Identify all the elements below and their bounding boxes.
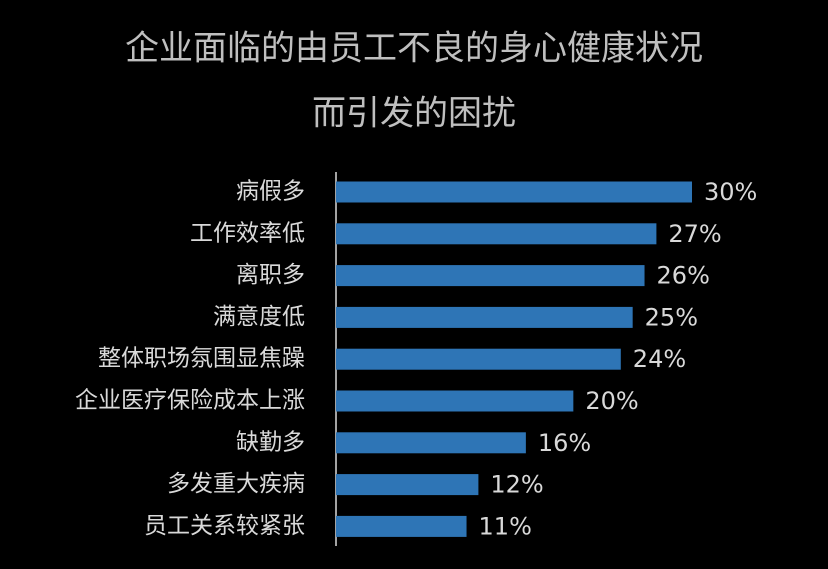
category-label: 多发重大疾病 (167, 471, 305, 497)
category-label: 整体职场氛围显焦躁 (98, 346, 305, 372)
bar (336, 223, 657, 245)
value-label: 26% (657, 262, 710, 290)
category-label: 离职多 (236, 262, 305, 288)
bar (336, 474, 479, 496)
bar (336, 515, 467, 537)
value-label: 25% (645, 303, 698, 331)
bar (336, 306, 633, 328)
category-label: 满意度低 (213, 304, 305, 330)
chart-title: 而引发的困扰 (312, 94, 516, 134)
category-label: 企业医疗保险成本上涨 (75, 388, 305, 414)
bar (336, 348, 621, 370)
bar (336, 181, 692, 203)
chart-title: 企业面临的由员工不良的身心健康状况 (125, 29, 703, 69)
value-label: 27% (668, 220, 721, 248)
bar (336, 390, 574, 412)
value-label: 11% (479, 512, 532, 540)
category-label: 病假多 (236, 179, 305, 205)
bar (336, 265, 645, 287)
value-label: 24% (633, 345, 686, 373)
value-label: 30% (704, 178, 757, 206)
value-label: 16% (538, 429, 591, 457)
category-label: 缺勤多 (236, 429, 305, 455)
category-label: 员工关系较紧张 (144, 513, 305, 539)
bar (336, 432, 526, 454)
category-label: 工作效率低 (190, 220, 305, 246)
value-label: 20% (585, 387, 638, 415)
value-label: 12% (490, 471, 543, 499)
